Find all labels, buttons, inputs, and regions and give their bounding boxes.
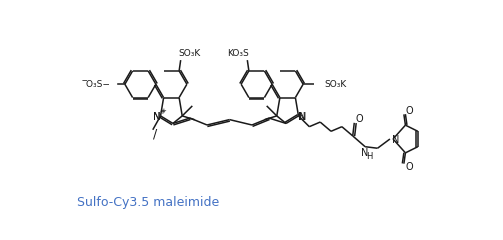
Text: N: N [153,112,160,122]
Text: O: O [355,114,363,124]
Text: N: N [153,112,160,122]
Text: +: + [160,108,166,114]
Text: +: + [159,109,165,115]
Text: N: N [298,112,306,122]
Text: N: N [299,112,306,122]
Text: $\mathregular{\overline{O}}$₃S–: $\mathregular{\overline{O}}$₃S– [89,77,111,91]
Text: ̅O₃S: ̅O₃S [85,80,102,89]
Text: O: O [405,162,413,172]
Bar [81,78,116,90]
Text: SO₃K: SO₃K [179,49,201,59]
Text: N: N [362,148,369,158]
Text: ̅O₃S−: ̅O₃S− [87,80,111,89]
Text: /: / [153,127,157,140]
Text: H: H [366,152,372,161]
Text: KO₃S: KO₃S [227,49,249,59]
Text: Sulfo-Cy3.5 maleimide: Sulfo-Cy3.5 maleimide [77,196,219,209]
Text: SO₃K: SO₃K [325,80,347,89]
Text: N: N [392,135,400,145]
Text: O: O [405,106,413,116]
